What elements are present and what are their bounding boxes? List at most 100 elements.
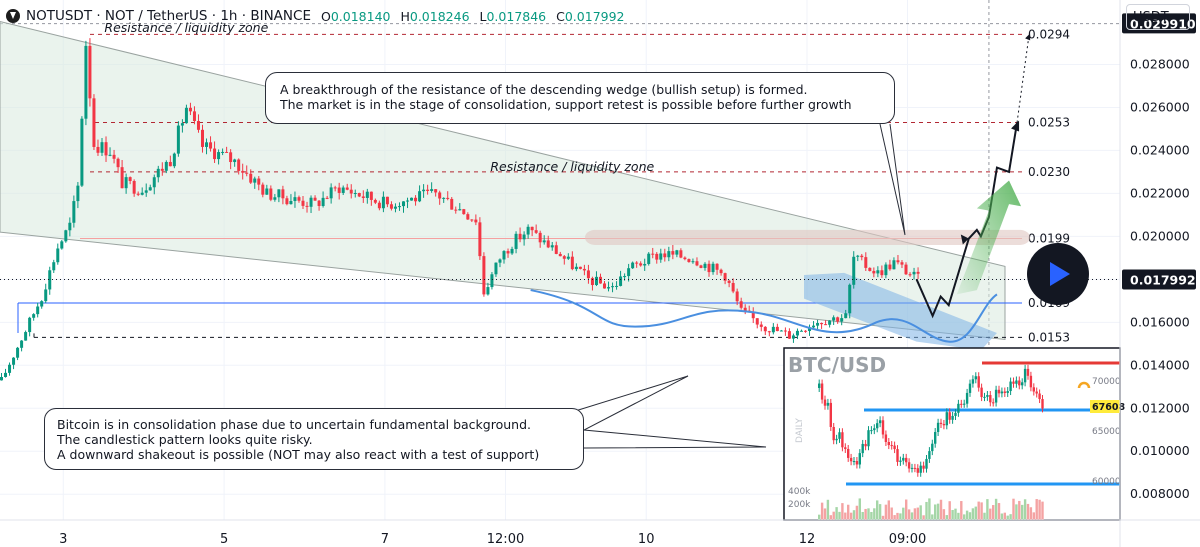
candle-body <box>100 142 104 153</box>
inset-candle-body <box>878 420 882 424</box>
candle-body <box>293 197 297 202</box>
price-tick-label: 0.020000 <box>1130 228 1190 243</box>
inset-volume-bar <box>965 510 969 520</box>
inset-volume-bar <box>881 515 885 520</box>
inset-volume-bar <box>922 515 925 520</box>
candle-body <box>261 184 265 195</box>
candle-body <box>518 233 522 240</box>
inset-volume-bar <box>907 509 911 520</box>
candle-body <box>607 287 611 289</box>
candle-body <box>213 148 217 160</box>
inset-candle-body <box>835 438 838 441</box>
inset-candle-body <box>928 451 931 459</box>
breakout-arrowhead <box>960 234 969 245</box>
time-tick-label: 12 <box>799 532 816 547</box>
support-resistance-zones <box>585 229 1030 351</box>
inset-candle-body <box>934 431 937 444</box>
inset-candle-body <box>884 434 888 443</box>
candle-body <box>868 267 872 271</box>
inset-candle-body <box>1023 368 1027 383</box>
inset-candle-body <box>1000 391 1004 394</box>
candle-body <box>4 372 8 377</box>
inset-candle-body <box>925 458 928 469</box>
candle-body <box>783 330 787 332</box>
candle-body <box>611 286 615 288</box>
inset-volume-bar <box>861 512 864 520</box>
candle-body <box>840 318 844 322</box>
candle-body <box>52 262 56 271</box>
time-axis[interactable]: 3 5 7 12:00 10 12 09:00 <box>0 519 1200 547</box>
candle-body <box>651 253 655 255</box>
candle-body <box>377 202 381 209</box>
inset-volume-bar <box>887 500 890 520</box>
candle-body <box>168 161 172 167</box>
candle-body <box>546 240 550 248</box>
play-button[interactable] <box>1027 243 1089 305</box>
candle-body <box>229 152 233 163</box>
price-tick-label: 0.028000 <box>1130 56 1190 71</box>
inset-volume-bar <box>954 508 957 520</box>
candle-body <box>675 250 679 255</box>
symbol-title: NOTUSDT · NOT / TetherUS · 1h · BINANCE <box>26 8 311 24</box>
candle-body <box>735 291 739 302</box>
candle-body <box>812 325 816 328</box>
resistance-zone <box>585 229 1030 245</box>
time-tick-label: 12:00 <box>487 532 524 547</box>
candle-body <box>691 261 695 263</box>
price-tick-label: 0.016000 <box>1130 314 1190 329</box>
inset-volume-bar <box>1021 504 1024 520</box>
candle-body <box>771 326 775 333</box>
candle-body <box>217 152 221 160</box>
candle-body <box>48 270 52 290</box>
candle-body <box>703 263 707 268</box>
inset-candle-body <box>963 403 966 405</box>
candle-body <box>900 262 904 265</box>
inset-candle-body <box>971 379 975 384</box>
btc-inset-chart: BTC/USD DAILY 70000 65000 60000 67608 400k 200k <box>783 347 1125 521</box>
inset-volume-bar <box>849 512 853 520</box>
inset-candle-body <box>907 462 911 469</box>
zone-annotation: Resistance / liquidity zone <box>490 159 654 174</box>
candle-body <box>361 196 365 198</box>
inset-candle-body <box>1038 393 1041 400</box>
inset-volume-bar <box>939 499 943 520</box>
inset-candle-body <box>913 467 917 469</box>
inset-volume-bar <box>844 512 847 520</box>
inset-candle-body <box>876 423 879 429</box>
bitcoin-consolidation-callout: Bitcoin is in consolidation phase due to… <box>44 408 584 470</box>
candle-body <box>438 192 442 199</box>
inset-candle-body <box>855 461 859 465</box>
inset-volume-bar <box>1023 499 1027 520</box>
candle-body <box>598 276 602 284</box>
currency-selector-button[interactable]: USDT <box>1126 4 1190 30</box>
candle-body <box>916 271 920 274</box>
candle-body <box>442 197 446 199</box>
candle-body <box>241 170 245 173</box>
time-tick-label: 09:00 <box>889 532 926 547</box>
price-level-label: 0.0153 <box>1028 330 1070 344</box>
candle-body <box>671 251 675 255</box>
inset-volume-bar <box>971 508 975 520</box>
inset-volume-bar <box>870 511 873 520</box>
inset-volume-bar <box>963 514 966 520</box>
inset-volume-bar <box>1015 504 1018 520</box>
inset-candle-body <box>919 465 922 473</box>
candle-body <box>112 154 116 159</box>
inset-volume-bar <box>864 508 867 520</box>
support-zone <box>804 272 997 351</box>
candle-body <box>341 187 345 193</box>
candle-body <box>574 266 578 270</box>
candle-body <box>715 263 719 270</box>
inset-candle-body <box>1003 391 1006 393</box>
candle-body <box>333 187 337 189</box>
candle-body <box>526 226 530 235</box>
inset-candle-body <box>826 402 830 406</box>
candle-body <box>237 159 241 171</box>
inset-candle-body <box>1018 380 1021 386</box>
projection-path <box>915 122 1019 319</box>
target-arrowhead <box>1025 33 1031 41</box>
candle-body <box>60 241 64 249</box>
high-label: H <box>400 8 410 24</box>
inset-volume-bar <box>983 512 986 520</box>
